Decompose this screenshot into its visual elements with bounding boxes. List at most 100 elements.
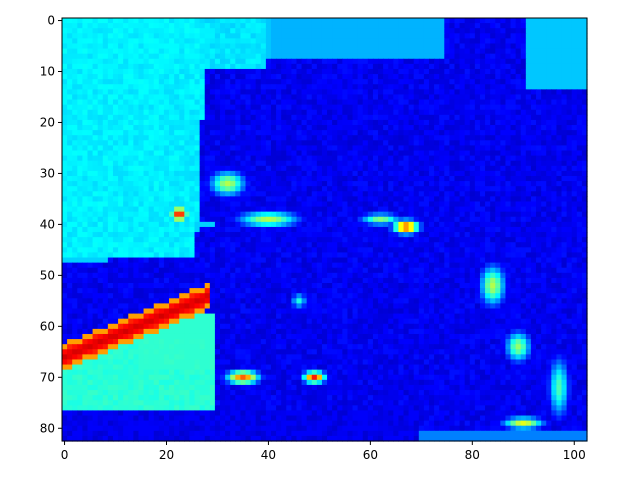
heatmap-cell bbox=[92, 18, 99, 24]
heatmap-cell bbox=[255, 170, 262, 177]
heatmap-cell bbox=[393, 232, 400, 238]
heatmap-cell bbox=[250, 84, 257, 90]
heatmap-cell bbox=[179, 257, 185, 264]
heatmap-cell bbox=[495, 109, 501, 116]
heatmap-cell bbox=[204, 257, 211, 264]
heatmap-cell bbox=[546, 18, 552, 24]
heatmap-cell bbox=[240, 135, 247, 141]
heatmap-cell bbox=[245, 68, 252, 75]
heatmap-cell bbox=[82, 130, 89, 136]
heatmap-cell bbox=[342, 170, 349, 177]
heatmap-cell bbox=[184, 252, 191, 259]
heatmap-cell bbox=[153, 63, 160, 70]
heatmap-cell bbox=[413, 89, 420, 96]
heatmap-cell bbox=[107, 206, 114, 213]
heatmap-cell bbox=[199, 84, 206, 90]
heatmap-cell bbox=[255, 206, 262, 213]
heatmap-cell bbox=[301, 109, 308, 116]
heatmap-cell bbox=[327, 28, 333, 34]
heatmap-cell bbox=[276, 226, 282, 233]
heatmap-cell bbox=[230, 175, 236, 182]
heatmap-cell bbox=[189, 94, 196, 101]
heatmap-cell bbox=[174, 18, 180, 24]
heatmap-cell bbox=[276, 221, 282, 228]
heatmap-cell bbox=[388, 99, 394, 106]
heatmap-cell bbox=[158, 145, 165, 152]
heatmap-cell bbox=[536, 23, 542, 29]
heatmap-cell bbox=[281, 145, 287, 152]
heatmap-cell bbox=[485, 104, 491, 111]
heatmap-cell bbox=[179, 53, 185, 60]
heatmap-cell bbox=[92, 175, 99, 182]
heatmap-cell bbox=[184, 170, 191, 177]
heatmap-cell bbox=[352, 206, 359, 213]
heatmap-cell bbox=[250, 155, 257, 162]
heatmap-cell bbox=[296, 38, 303, 45]
heatmap-cell bbox=[571, 99, 578, 106]
heatmap-cell bbox=[291, 48, 298, 55]
heatmap-cell bbox=[225, 165, 231, 172]
heatmap-cell bbox=[362, 237, 369, 243]
heatmap-cell bbox=[485, 150, 491, 157]
heatmap-cell bbox=[571, 257, 578, 264]
heatmap-cell bbox=[194, 38, 201, 45]
heatmap-cell bbox=[153, 89, 160, 96]
heatmap-cell bbox=[332, 140, 338, 147]
heatmap-cell bbox=[316, 23, 323, 29]
heatmap-cell bbox=[102, 53, 109, 60]
heatmap-cell bbox=[357, 84, 364, 90]
heatmap-cell bbox=[515, 252, 522, 259]
heatmap-cell bbox=[321, 206, 328, 213]
heatmap-cell bbox=[225, 130, 231, 136]
heatmap-cell bbox=[67, 89, 73, 96]
heatmap-cell bbox=[204, 196, 211, 203]
heatmap-cell bbox=[194, 125, 201, 131]
heatmap-cell bbox=[362, 140, 369, 147]
heatmap-cell bbox=[260, 48, 267, 55]
heatmap-cell bbox=[148, 165, 155, 172]
heatmap-cell bbox=[133, 33, 140, 39]
heatmap-cell bbox=[77, 99, 83, 106]
heatmap-cell bbox=[566, 150, 573, 157]
heatmap-cell bbox=[158, 119, 165, 126]
heatmap-cell bbox=[112, 63, 119, 70]
heatmap-cell bbox=[153, 38, 160, 45]
heatmap-cell bbox=[372, 140, 379, 147]
heatmap-cell bbox=[199, 119, 206, 126]
heatmap-cell bbox=[428, 150, 435, 157]
heatmap-cell bbox=[459, 232, 466, 238]
heatmap-cell bbox=[510, 43, 517, 50]
heatmap-cell bbox=[194, 196, 201, 203]
heatmap-cell bbox=[102, 43, 109, 50]
heatmap-cell bbox=[62, 63, 68, 70]
heatmap-cell bbox=[158, 23, 165, 29]
heatmap-cell bbox=[209, 201, 216, 208]
heatmap-cell bbox=[179, 79, 185, 85]
heatmap-cell bbox=[530, 48, 537, 55]
heatmap-cell bbox=[311, 79, 318, 85]
heatmap-cell bbox=[87, 155, 94, 162]
heatmap-cell bbox=[505, 99, 512, 106]
heatmap-cell bbox=[77, 130, 83, 136]
heatmap-cell bbox=[296, 23, 303, 29]
heatmap-cell bbox=[225, 28, 231, 34]
heatmap-cell bbox=[225, 232, 231, 238]
heatmap-cell bbox=[276, 48, 282, 55]
heatmap-cell bbox=[546, 58, 552, 65]
heatmap-cell bbox=[530, 196, 537, 203]
heatmap-cell bbox=[576, 257, 583, 264]
heatmap-cell bbox=[301, 186, 308, 192]
heatmap-cell bbox=[148, 216, 155, 223]
heatmap-cell bbox=[454, 48, 461, 55]
heatmap-cell bbox=[464, 181, 471, 187]
heatmap-cell bbox=[434, 58, 440, 65]
heatmap-cell bbox=[209, 84, 216, 90]
heatmap-cell bbox=[485, 94, 491, 101]
heatmap-cell bbox=[128, 135, 134, 141]
heatmap-cell bbox=[118, 109, 124, 116]
heatmap-cell bbox=[388, 130, 394, 136]
heatmap-cell bbox=[112, 206, 119, 213]
heatmap-cell bbox=[490, 58, 496, 65]
heatmap-cell bbox=[128, 155, 134, 162]
heatmap-cell bbox=[403, 140, 410, 147]
